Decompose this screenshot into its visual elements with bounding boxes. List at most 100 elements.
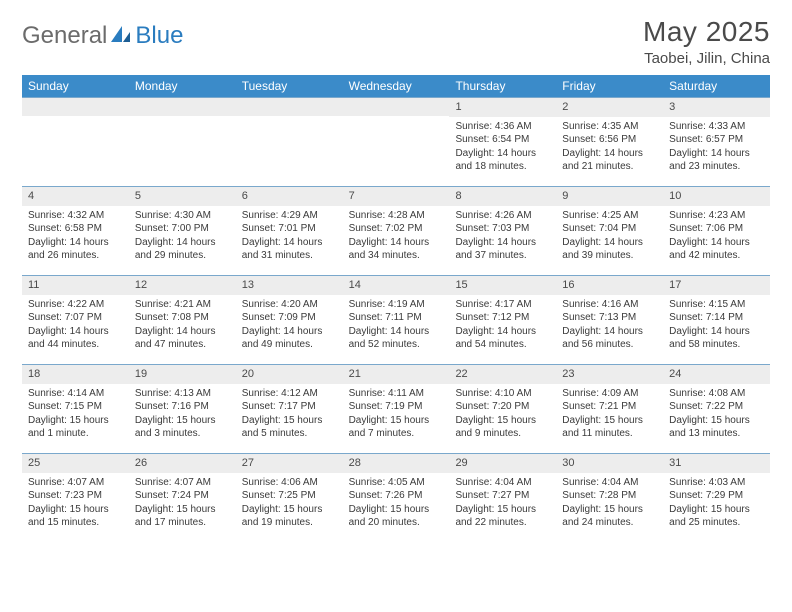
day-cell: 11Sunrise: 4:22 AMSunset: 7:07 PMDayligh… [22,276,129,364]
sunset-text: Sunset: 7:23 PM [28,489,123,503]
sunrise-text: Sunrise: 4:04 AM [455,476,550,490]
day-body: Sunrise: 4:30 AMSunset: 7:00 PMDaylight:… [129,206,236,267]
daylight-text: Daylight: 14 hours and 49 minutes. [242,325,337,352]
sunrise-text: Sunrise: 4:03 AM [669,476,764,490]
sunrise-text: Sunrise: 4:36 AM [455,120,550,134]
daylight-text: Daylight: 14 hours and 42 minutes. [669,236,764,263]
day-body: Sunrise: 4:22 AMSunset: 7:07 PMDaylight:… [22,295,129,356]
day-cell: 24Sunrise: 4:08 AMSunset: 7:22 PMDayligh… [663,365,770,453]
daylight-text: Daylight: 14 hours and 39 minutes. [562,236,657,263]
day-number: 27 [236,454,343,473]
daylight-text: Daylight: 14 hours and 44 minutes. [28,325,123,352]
logo-text-blue: Blue [135,22,183,50]
day-body: Sunrise: 4:20 AMSunset: 7:09 PMDaylight:… [236,295,343,356]
weekday-cell: Thursday [449,75,556,97]
day-cell: 27Sunrise: 4:06 AMSunset: 7:25 PMDayligh… [236,454,343,542]
sunrise-text: Sunrise: 4:05 AM [349,476,444,490]
day-body: Sunrise: 4:33 AMSunset: 6:57 PMDaylight:… [663,117,770,178]
sunrise-text: Sunrise: 4:22 AM [28,298,123,312]
sunset-text: Sunset: 7:08 PM [135,311,230,325]
week-row: 18Sunrise: 4:14 AMSunset: 7:15 PMDayligh… [22,364,770,453]
day-cell: 22Sunrise: 4:10 AMSunset: 7:20 PMDayligh… [449,365,556,453]
location: Taobei, Jilin, China [643,50,770,67]
day-number: 12 [129,276,236,295]
day-number: 9 [556,187,663,206]
day-body: Sunrise: 4:09 AMSunset: 7:21 PMDaylight:… [556,384,663,445]
day-number [236,98,343,116]
day-number: 5 [129,187,236,206]
week-row: 11Sunrise: 4:22 AMSunset: 7:07 PMDayligh… [22,275,770,364]
daylight-text: Daylight: 14 hours and 31 minutes. [242,236,337,263]
day-cell: 10Sunrise: 4:23 AMSunset: 7:06 PMDayligh… [663,187,770,275]
day-cell: 3Sunrise: 4:33 AMSunset: 6:57 PMDaylight… [663,98,770,186]
day-body: Sunrise: 4:32 AMSunset: 6:58 PMDaylight:… [22,206,129,267]
day-body: Sunrise: 4:11 AMSunset: 7:19 PMDaylight:… [343,384,450,445]
day-body: Sunrise: 4:12 AMSunset: 7:17 PMDaylight:… [236,384,343,445]
day-number: 20 [236,365,343,384]
sunset-text: Sunset: 7:01 PM [242,222,337,236]
day-cell: 2Sunrise: 4:35 AMSunset: 6:56 PMDaylight… [556,98,663,186]
sunrise-text: Sunrise: 4:16 AM [562,298,657,312]
sunset-text: Sunset: 7:21 PM [562,400,657,414]
day-cell: 28Sunrise: 4:05 AMSunset: 7:26 PMDayligh… [343,454,450,542]
sunrise-text: Sunrise: 4:07 AM [135,476,230,490]
day-body: Sunrise: 4:07 AMSunset: 7:23 PMDaylight:… [22,473,129,534]
day-body: Sunrise: 4:26 AMSunset: 7:03 PMDaylight:… [449,206,556,267]
day-number: 6 [236,187,343,206]
title-block: May 2025 Taobei, Jilin, China [643,16,770,67]
sunset-text: Sunset: 7:06 PM [669,222,764,236]
logo-sail-icon [110,24,132,49]
sunset-text: Sunset: 7:12 PM [455,311,550,325]
day-cell: 15Sunrise: 4:17 AMSunset: 7:12 PMDayligh… [449,276,556,364]
weeks-container: 1Sunrise: 4:36 AMSunset: 6:54 PMDaylight… [22,97,770,542]
daylight-text: Daylight: 15 hours and 5 minutes. [242,414,337,441]
day-number: 18 [22,365,129,384]
day-body: Sunrise: 4:16 AMSunset: 7:13 PMDaylight:… [556,295,663,356]
day-cell: 14Sunrise: 4:19 AMSunset: 7:11 PMDayligh… [343,276,450,364]
day-number: 3 [663,98,770,117]
sunrise-text: Sunrise: 4:25 AM [562,209,657,223]
weekday-cell: Sunday [22,75,129,97]
day-body: Sunrise: 4:03 AMSunset: 7:29 PMDaylight:… [663,473,770,534]
logo-text-general: General [22,22,107,50]
daylight-text: Daylight: 14 hours and 56 minutes. [562,325,657,352]
day-cell: 12Sunrise: 4:21 AMSunset: 7:08 PMDayligh… [129,276,236,364]
day-cell: 7Sunrise: 4:28 AMSunset: 7:02 PMDaylight… [343,187,450,275]
day-cell: 20Sunrise: 4:12 AMSunset: 7:17 PMDayligh… [236,365,343,453]
day-cell: 9 Sunrise: 4:25 AMSunset: 7:04 PMDaylight… [556,187,663,275]
sunrise-text: Sunrise: 4:23 AM [669,209,764,223]
day-cell [343,98,450,186]
sunset-text: Sunset: 7:04 PM [562,222,657,236]
day-body: Sunrise: 4:19 AMSunset: 7:11 PMDaylight:… [343,295,450,356]
sunset-text: Sunset: 7:16 PM [135,400,230,414]
day-body: Sunrise: 4:06 AMSunset: 7:25 PMDaylight:… [236,473,343,534]
week-row: 25Sunrise: 4:07 AMSunset: 7:23 PMDayligh… [22,453,770,542]
day-number: 22 [449,365,556,384]
sunrise-text: Sunrise: 4:32 AM [28,209,123,223]
daylight-text: Daylight: 14 hours and 37 minutes. [455,236,550,263]
day-number: 2 [556,98,663,117]
sunset-text: Sunset: 7:20 PM [455,400,550,414]
sunrise-text: Sunrise: 4:28 AM [349,209,444,223]
daylight-text: Daylight: 15 hours and 22 minutes. [455,503,550,530]
day-cell: 19Sunrise: 4:13 AMSunset: 7:16 PMDayligh… [129,365,236,453]
daylight-text: Daylight: 15 hours and 24 minutes. [562,503,657,530]
daylight-text: Daylight: 14 hours and 23 minutes. [669,147,764,174]
day-body: Sunrise: 4:04 AMSunset: 7:28 PMDaylight:… [556,473,663,534]
sunset-text: Sunset: 6:54 PM [455,133,550,147]
weekday-cell: Friday [556,75,663,97]
sunset-text: Sunset: 7:15 PM [28,400,123,414]
sunset-text: Sunset: 7:28 PM [562,489,657,503]
sunset-text: Sunset: 6:58 PM [28,222,123,236]
daylight-text: Daylight: 15 hours and 19 minutes. [242,503,337,530]
day-number: 16 [556,276,663,295]
day-number: 30 [556,454,663,473]
week-row: 1Sunrise: 4:36 AMSunset: 6:54 PMDaylight… [22,97,770,186]
sunrise-text: Sunrise: 4:11 AM [349,387,444,401]
day-cell: 31Sunrise: 4:03 AMSunset: 7:29 PMDayligh… [663,454,770,542]
day-number: 26 [129,454,236,473]
day-cell: 16Sunrise: 4:16 AMSunset: 7:13 PMDayligh… [556,276,663,364]
daylight-text: Daylight: 15 hours and 25 minutes. [669,503,764,530]
day-cell: 26Sunrise: 4:07 AMSunset: 7:24 PMDayligh… [129,454,236,542]
sunset-text: Sunset: 7:03 PM [455,222,550,236]
